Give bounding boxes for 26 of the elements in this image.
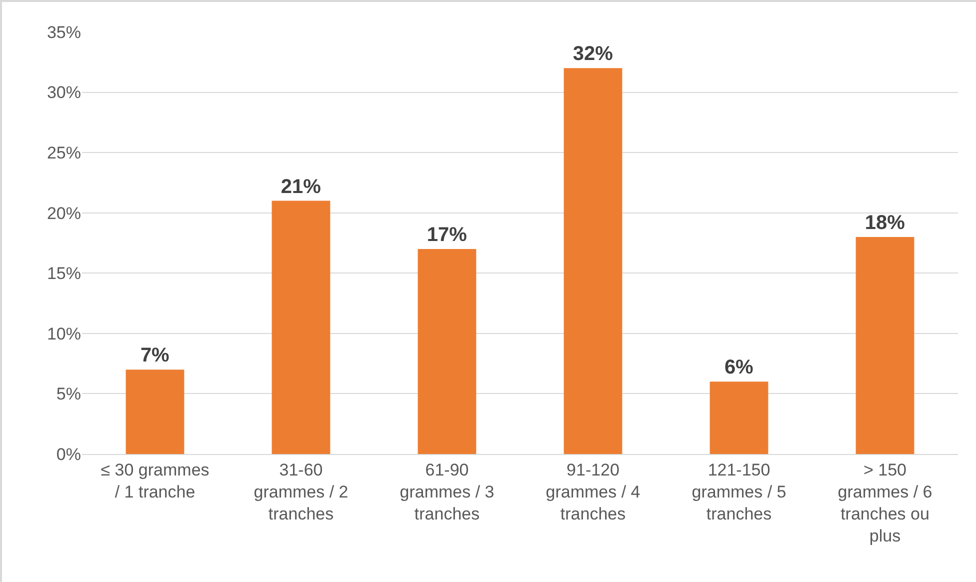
data-label: 32% — [572, 43, 614, 66]
bar — [856, 236, 914, 454]
y-tick-label: 25% — [46, 144, 81, 163]
y-tick-label: 30% — [46, 83, 81, 102]
x-tick-label: 61-90 grammes / 3 tranches — [400, 460, 494, 524]
y-tick-label: 15% — [46, 264, 81, 284]
y-tick-label: 10% — [46, 324, 81, 344]
y-tick-label: 35% — [46, 22, 81, 42]
data-label: 7% — [140, 344, 170, 367]
bar — [710, 382, 768, 454]
data-label: 21% — [280, 176, 322, 198]
bar — [272, 200, 330, 454]
x-tick-label: > 150 grammes / 6 tranches ou plus — [838, 460, 932, 546]
data-label: 18% — [864, 212, 906, 234]
x-tick-label: 31-60 grammes / 2 tranches — [254, 460, 348, 524]
bar — [418, 249, 476, 454]
y-tick-label: 5% — [56, 384, 81, 404]
bar — [126, 370, 184, 454]
y-tick-label: 20% — [46, 204, 81, 223]
x-tick-label: 91-120 grammes / 4 tranches — [546, 460, 640, 524]
y-tick-label: 0% — [56, 444, 81, 464]
data-label: 6% — [724, 356, 754, 379]
bar — [564, 68, 622, 454]
data-label: 17% — [426, 224, 468, 246]
x-tick-label: ≤ 30 grammes / 1 tranche — [100, 460, 210, 502]
x-tick-label: 121-150 grammes / 5 tranches — [692, 460, 786, 524]
